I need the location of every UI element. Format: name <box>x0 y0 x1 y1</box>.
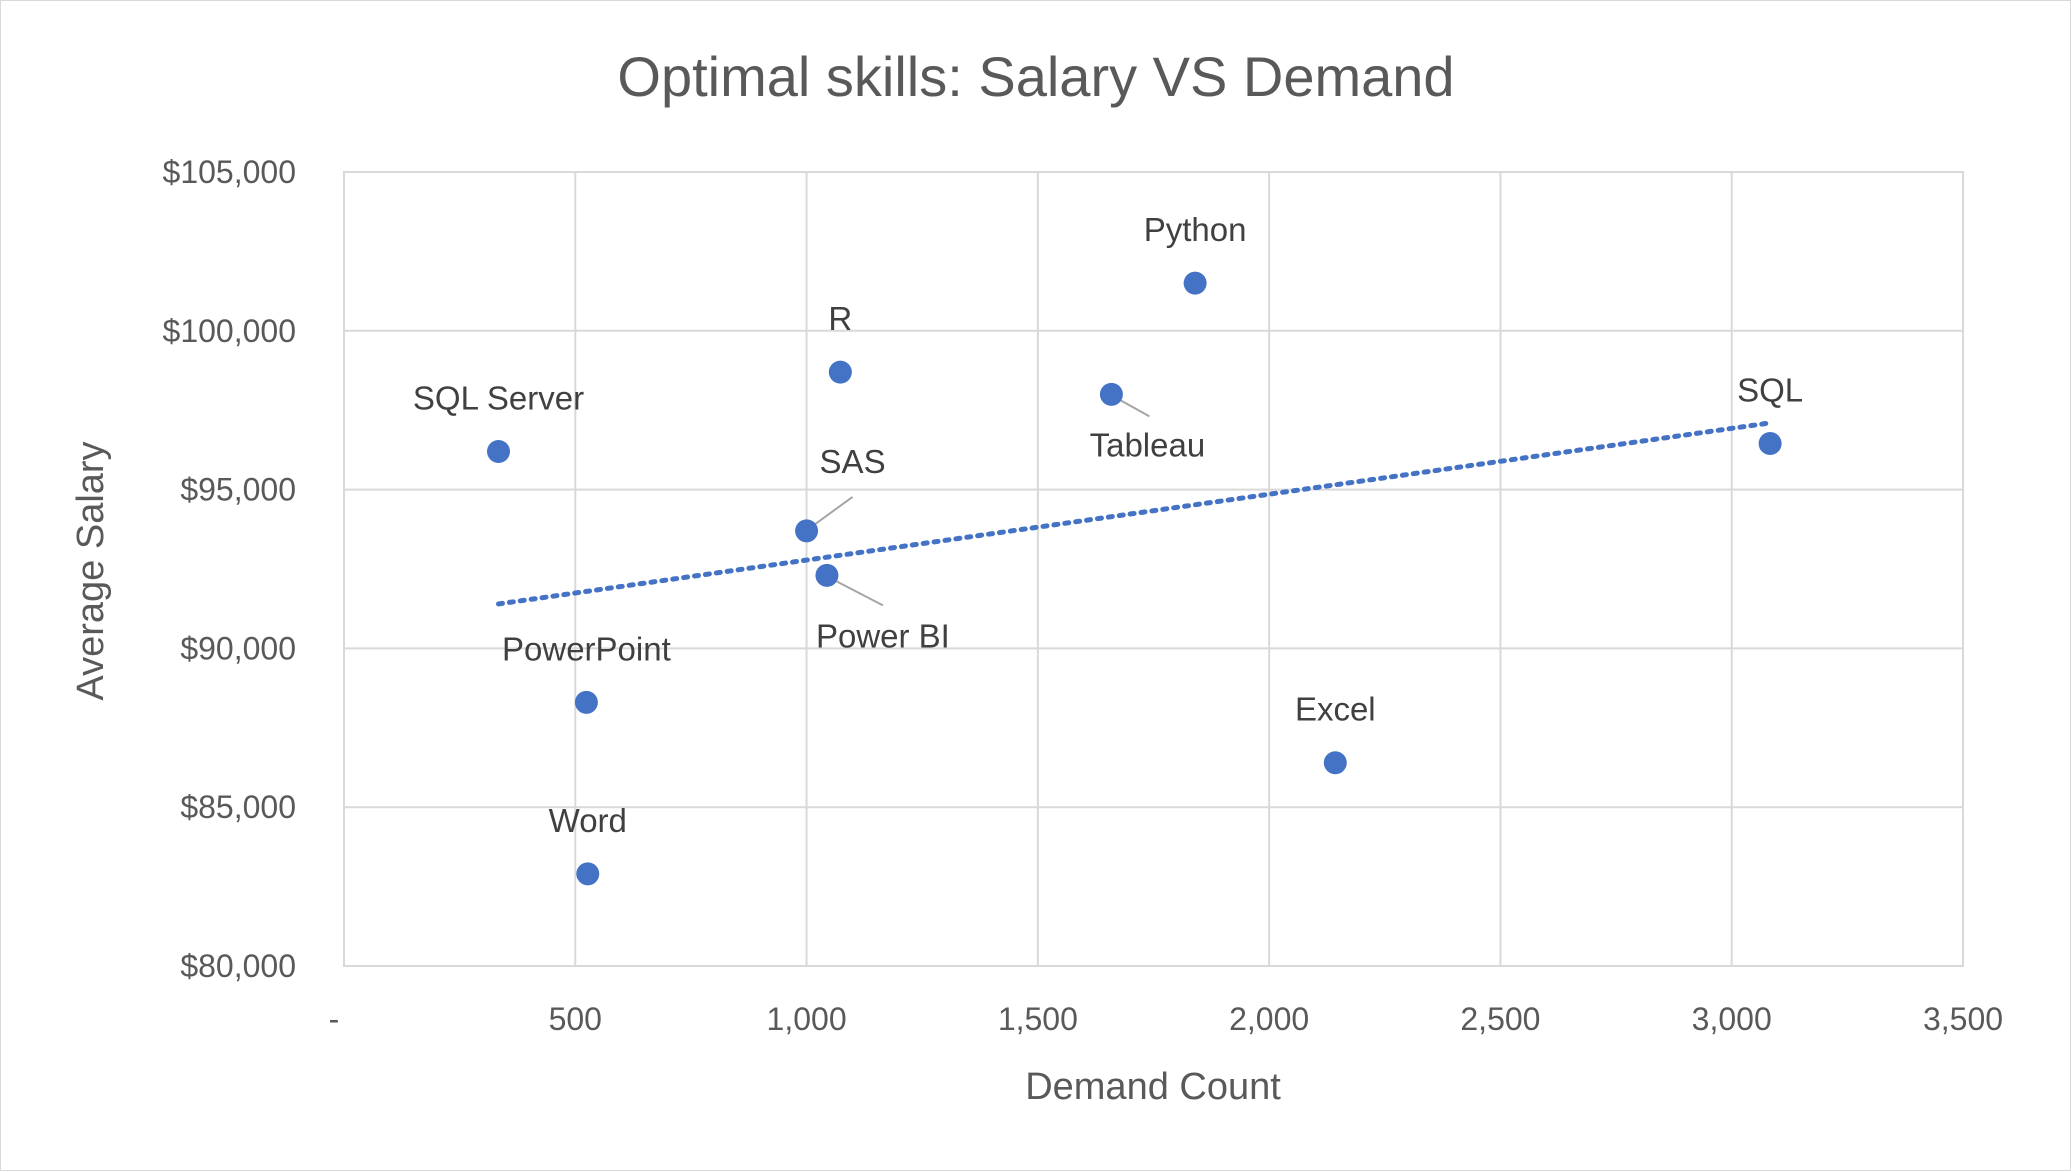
plot-area-border <box>343 171 1964 967</box>
y-tick-label: $90,000 <box>180 630 296 666</box>
data-point <box>1758 432 1782 456</box>
y-axis-title: Average Salary <box>70 441 112 700</box>
grid-layer <box>343 171 1964 967</box>
x-tick-label: 1,000 <box>767 1001 847 1037</box>
x-tick-label: 3,500 <box>1923 1001 2003 1037</box>
x-axis-title: Demand Count <box>1025 1066 1281 1108</box>
x-tick-label: 2,500 <box>1460 1001 1540 1037</box>
data-label-leader <box>828 576 884 607</box>
data-point <box>574 690 598 714</box>
data-point <box>1099 382 1123 406</box>
trendline <box>495 420 1773 607</box>
y-tick-label: $80,000 <box>180 948 296 984</box>
y-tick-label: $100,000 <box>163 313 296 349</box>
data-label: Excel <box>1295 691 1376 728</box>
data-label: Python <box>1144 211 1247 248</box>
data-label: Power BI <box>816 617 950 654</box>
data-points <box>486 271 1782 886</box>
x-tick-label: 3,000 <box>1692 1001 1772 1037</box>
y-tick-label: $95,000 <box>180 472 296 508</box>
data-label: SAS <box>820 443 886 480</box>
x-tick-label: 500 <box>549 1001 602 1037</box>
data-point <box>1323 751 1347 775</box>
chart-title: Optimal skills: Salary VS Demand <box>617 45 1454 108</box>
y-tick-label: $85,000 <box>180 789 296 825</box>
data-label: SQL <box>1737 372 1803 409</box>
y-tick-label: $105,000 <box>163 154 296 190</box>
data-point <box>1183 271 1207 295</box>
data-label: Word <box>549 802 627 839</box>
data-label: Tableau <box>1090 426 1206 463</box>
tick-labels: $80,000 $85,000 $90,000 $95,000 $100,000 $105… <box>163 154 2004 1037</box>
data-label: SQL Server <box>413 379 584 416</box>
x-tick-label: - <box>329 1001 340 1037</box>
data-point <box>795 519 819 543</box>
data-labels: SQL Server R Python Tableau SQL SAS Power BI Po… <box>413 211 1803 839</box>
data-point <box>815 563 839 587</box>
data-point <box>486 439 510 463</box>
data-point <box>576 862 600 886</box>
x-tick-label: 2,000 <box>1229 1001 1309 1037</box>
data-point <box>828 360 852 384</box>
data-label: PowerPoint <box>502 630 671 667</box>
x-tick-label: 1,500 <box>998 1001 1078 1037</box>
data-label: R <box>828 300 852 337</box>
data-label-leader <box>807 496 854 530</box>
